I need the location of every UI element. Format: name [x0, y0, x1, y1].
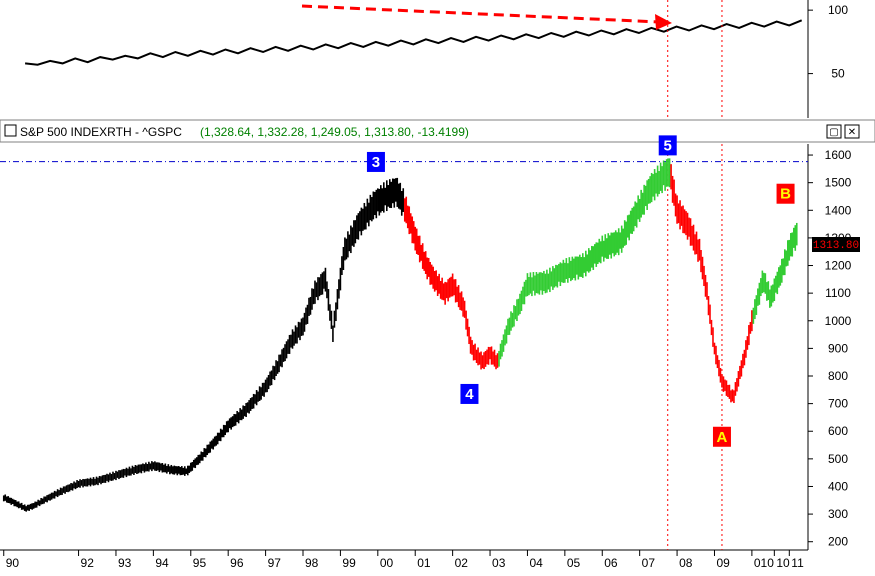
main-x-tick-label-5: 96 [230, 556, 244, 570]
main-x-tick-label-4: 95 [193, 556, 207, 570]
main-y-tick-label-10: 1200 [825, 259, 852, 273]
chart-title: S&P 500 INDEXRTH - ^GSPC [20, 125, 182, 139]
main-x-ticks: 90 92 93 94 95 96 97 98 99 00 01 02 03 04 05 06 07 08 09 01… [3, 550, 804, 570]
restore-button-frame[interactable] [826, 124, 842, 139]
upper-tick-label-1: 50 [831, 67, 845, 81]
upper-tick-label-0: 100 [828, 3, 848, 17]
wave-label-box-1 [460, 383, 479, 404]
restore-button[interactable]: ▢ [826, 124, 842, 139]
dashed-arrow-line [301, 4, 661, 24]
chart-header: S&P 500 INDEXRTH - ^GSPC (1,328.64, 1,33… [0, 119, 875, 143]
last-price-text: 1313.80 [813, 240, 859, 252]
header-bar [0, 119, 875, 143]
main-y-tick-label-3: 500 [828, 452, 848, 466]
main-x-tick-label-19: 010 [754, 556, 774, 570]
wave-label-box-0 [366, 151, 385, 172]
main-y-tick-label-7: 900 [828, 341, 848, 355]
main-x-tick-label-3: 94 [155, 556, 169, 570]
main-y-ticks: 2003004005006007008009001000110012001300… [808, 148, 852, 549]
wave-label-text-2: 5 [664, 137, 672, 154]
main-x-tick-label-11: 02 [455, 556, 469, 570]
wave-label-box-4 [776, 183, 795, 204]
main-y-tick-label-8: 1000 [825, 314, 852, 328]
main-x-tick-label-6: 97 [268, 556, 282, 570]
main-y-tick-label-14: 1600 [825, 148, 852, 162]
main-y-tick-label-2: 400 [828, 479, 848, 493]
wave-label-text-4: B [780, 186, 791, 203]
main-x-tick-label-14: 05 [567, 556, 581, 570]
main-y-tick-label-0: 200 [828, 535, 848, 549]
wave-label-text-3: A [717, 429, 728, 446]
upper-series-line-0 [24, 19, 803, 66]
dashed-arrow [301, 4, 672, 30]
ohlc-values: (1,328.64, 1,332.28, 1,249.05, 1,313.80,… [200, 125, 469, 139]
main-x-tick-label-10: 01 [417, 556, 431, 570]
upper-series-group [24, 19, 803, 66]
main-y-tick-label-6: 800 [828, 369, 848, 383]
main-x-tick-label-21: 11 [791, 556, 804, 570]
main-x-tick-label-16: 07 [642, 556, 656, 570]
main-y-tick-label-5: 700 [828, 397, 848, 411]
upper-y-ticks: 100 50 [808, 3, 848, 81]
upper-indicator-panel: 100 50 [0, 0, 848, 118]
wave-label-text-0: 3 [372, 154, 380, 171]
main-x-tick-label-8: 99 [342, 556, 356, 570]
window-icon [4, 124, 17, 137]
last-price-box [812, 237, 860, 252]
restore-icon[interactable]: ▢ [829, 127, 838, 138]
main-y-tick-label-1: 300 [828, 507, 848, 521]
main-x-tick-label-13: 04 [529, 556, 543, 570]
main-x-tick-label-0: 90 [6, 556, 20, 570]
wave-label-text-1: 4 [465, 386, 474, 403]
main-x-tick-label-7: 98 [305, 556, 319, 570]
main-y-tick-label-4: 600 [828, 424, 848, 438]
main-x-tick-label-17: 08 [679, 556, 693, 570]
main-x-tick-label-12: 03 [492, 556, 506, 570]
main-price-panel: 2003004005006007008009001000110012001300… [0, 135, 860, 570]
main-y-tick-label-13: 1500 [825, 176, 852, 190]
main-y-tick-label-12: 1400 [825, 203, 852, 217]
main-x-tick-label-18: 09 [716, 556, 730, 570]
wave-labels: 3 4 5 A B [366, 135, 795, 447]
main-x-tick-label-2: 93 [118, 556, 132, 570]
last-price-marker: 1313.80 [812, 237, 860, 252]
close-button[interactable]: ✕ [844, 124, 860, 139]
main-x-tick-label-20: 10 [776, 556, 790, 570]
upper-plot-area [0, 0, 808, 118]
main-x-tick-label-9: 00 [380, 556, 394, 570]
wave-label-box-2 [658, 135, 677, 156]
main-x-tick-label-1: 92 [81, 556, 95, 570]
main-x-tick-label-15: 06 [604, 556, 618, 570]
dashed-arrow-head [655, 14, 672, 30]
wave-label-box-3 [712, 426, 731, 447]
main-y-tick-label-9: 1100 [825, 286, 851, 300]
close-icon[interactable]: ✕ [848, 127, 856, 138]
close-button-frame[interactable] [844, 124, 860, 139]
price-bars [2, 158, 798, 512]
